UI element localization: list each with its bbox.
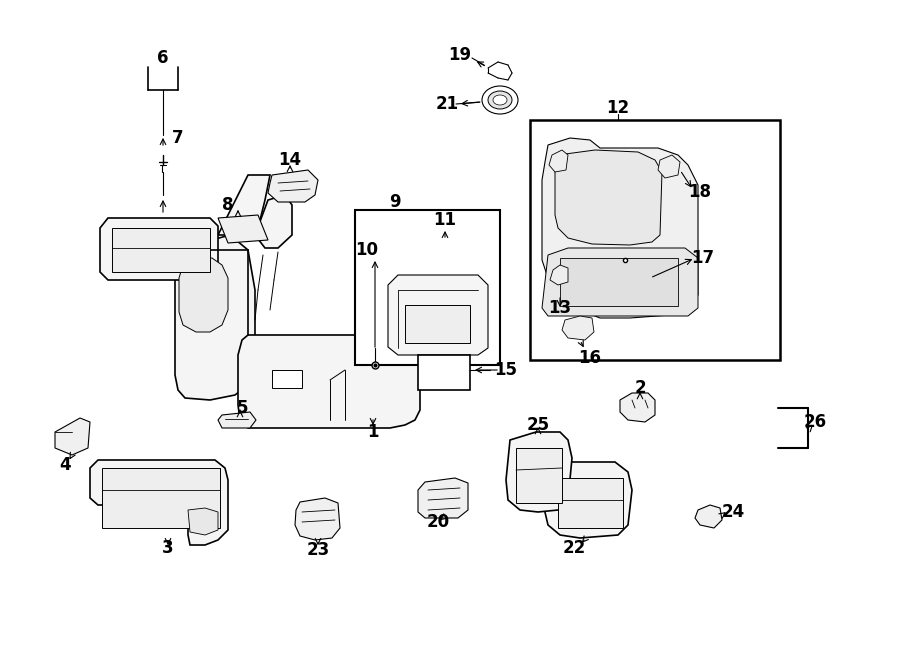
Ellipse shape [482,86,518,114]
Polygon shape [550,265,568,285]
Polygon shape [238,335,420,428]
Text: 6: 6 [158,49,169,67]
Text: 18: 18 [688,183,712,201]
Text: 3: 3 [162,539,174,557]
Bar [405,305,470,343]
Bar [272,370,302,388]
Bar [560,258,678,306]
Text: 8: 8 [222,196,234,214]
Polygon shape [549,150,568,172]
Polygon shape [562,316,594,340]
Polygon shape [255,195,292,248]
Ellipse shape [488,91,512,109]
Text: 19: 19 [448,46,472,64]
Bar [558,478,623,528]
Text: 15: 15 [494,361,518,379]
Polygon shape [100,218,218,280]
Text: 16: 16 [579,349,601,367]
Polygon shape [90,460,228,545]
Polygon shape [658,155,680,178]
Text: 10: 10 [356,241,379,259]
Text: 5: 5 [236,399,248,417]
Text: 25: 25 [526,416,550,434]
Bar [102,468,220,528]
Polygon shape [179,258,228,332]
Text: 7: 7 [172,129,184,147]
Polygon shape [268,170,318,202]
Bar [418,355,470,390]
Polygon shape [544,462,632,538]
Polygon shape [620,393,655,422]
Polygon shape [695,505,722,528]
Bar [530,120,780,360]
Polygon shape [218,175,270,235]
Text: 13: 13 [548,299,572,317]
Polygon shape [418,478,468,518]
Text: 2: 2 [634,379,646,397]
Text: 17: 17 [691,249,715,267]
Text: 9: 9 [389,193,400,211]
Polygon shape [188,508,218,535]
Bar [516,448,562,503]
Text: 21: 21 [436,95,459,113]
Polygon shape [388,275,488,355]
Polygon shape [506,432,572,512]
Text: 11: 11 [434,211,456,229]
Text: 23: 23 [306,541,329,559]
Polygon shape [295,498,340,540]
Bar [112,228,210,272]
Polygon shape [218,412,256,428]
Text: 20: 20 [427,513,450,531]
Text: 22: 22 [562,539,586,557]
Text: 14: 14 [278,151,302,169]
Polygon shape [175,235,255,400]
Polygon shape [55,418,90,455]
Polygon shape [218,215,268,243]
Polygon shape [542,248,698,316]
Polygon shape [555,150,662,245]
Text: 1: 1 [367,423,379,441]
Bar [355,210,500,365]
Text: 12: 12 [607,99,630,117]
Ellipse shape [493,95,507,105]
Polygon shape [542,138,698,318]
Text: 24: 24 [722,503,744,521]
Text: 26: 26 [804,413,826,431]
Text: 4: 4 [59,456,71,474]
